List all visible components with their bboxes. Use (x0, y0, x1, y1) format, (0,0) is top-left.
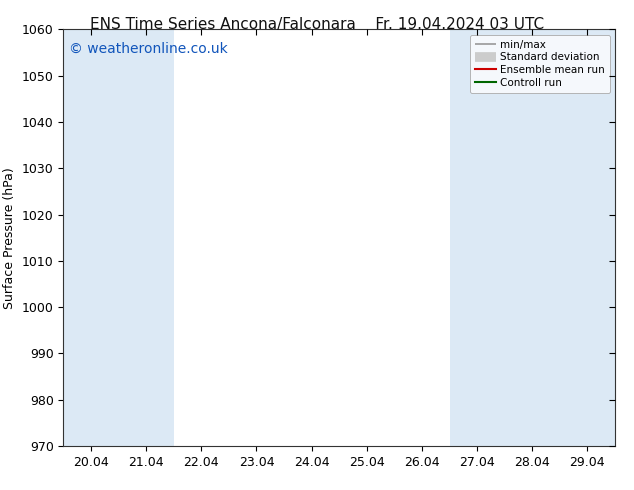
Bar (505, 29, 560, 446)
Legend: min/max, Standard deviation, Ensemble mean run, Controll run: min/max, Standard deviation, Ensemble me… (470, 35, 610, 93)
Bar (119, 29, 174, 446)
Bar (63, 29, 119, 446)
Text: © weatheronline.co.uk: © weatheronline.co.uk (69, 42, 228, 56)
Bar (450, 29, 505, 446)
Text: ENS Time Series Ancona/Falconara    Fr. 19.04.2024 03 UTC: ENS Time Series Ancona/Falconara Fr. 19.… (90, 17, 544, 32)
Y-axis label: Surface Pressure (hPa): Surface Pressure (hPa) (3, 167, 16, 309)
Bar (560, 29, 615, 446)
